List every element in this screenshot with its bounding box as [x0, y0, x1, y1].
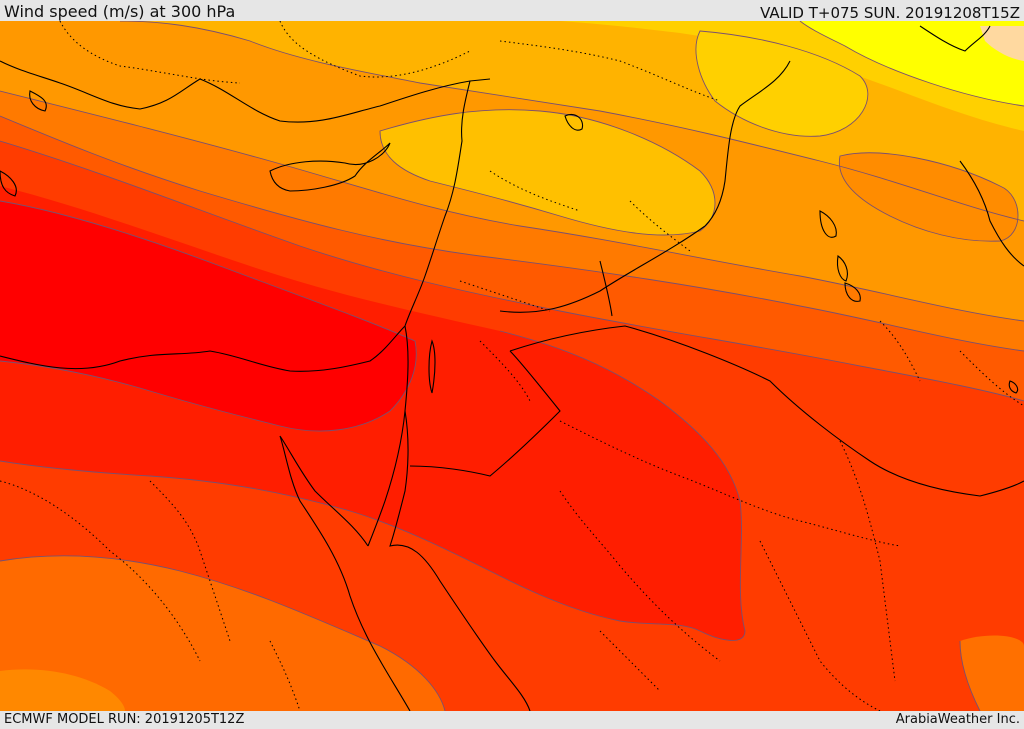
wind-speed-map: [0, 21, 1024, 711]
band-yellow: [800, 21, 1024, 106]
header-bar: Wind speed (m/s) at 300 hPa VALID T+075 …: [0, 0, 1024, 22]
map-title: Wind speed (m/s) at 300 hPa: [4, 2, 236, 21]
model-run-label: ECMWF MODEL RUN: 20191205T12Z: [4, 712, 245, 727]
coastlines: [0, 25, 1024, 711]
footer-bar: ECMWF MODEL RUN: 20191205T12Z ArabiaWeat…: [0, 711, 1024, 729]
valid-time-label: VALID T+075 SUN. 20191208T15Z: [760, 4, 1020, 22]
band-orange-sw: [0, 555, 445, 711]
band-gold-2: [380, 109, 715, 236]
band-orange-sw-2: [0, 669, 125, 711]
map-canvas: [0, 21, 1024, 711]
band-orange-ne: [839, 152, 1018, 242]
admin-borders: [0, 21, 1024, 711]
band-pale: [980, 26, 1024, 61]
band-gold-3: [695, 31, 868, 137]
band-core: [0, 201, 417, 431]
band-orange-se: [960, 635, 1024, 711]
contour-lines: [0, 21, 1024, 711]
credit-label: ArabiaWeather Inc.: [895, 712, 1020, 727]
